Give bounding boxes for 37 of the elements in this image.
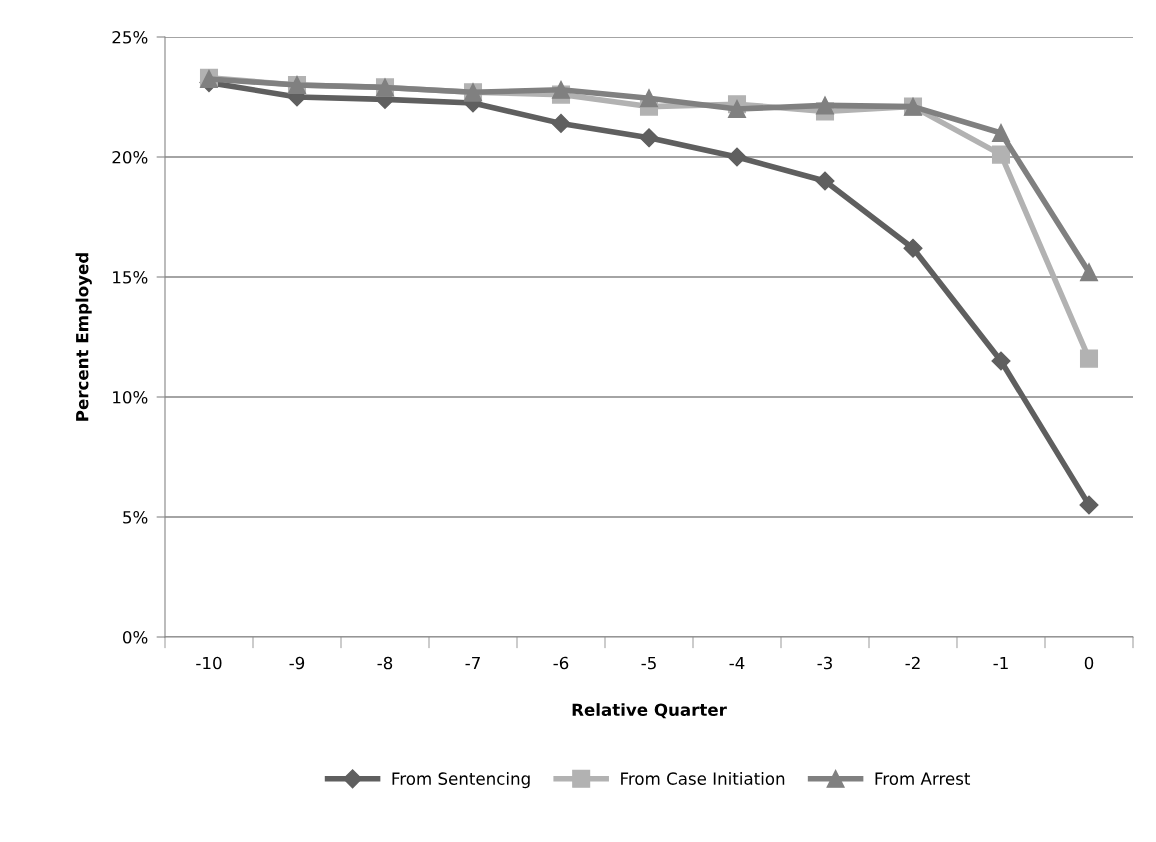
point <box>551 80 571 99</box>
point <box>815 96 835 115</box>
x-tick-label: -5 <box>641 656 656 670</box>
point <box>639 89 659 108</box>
point <box>551 113 571 133</box>
point <box>727 147 747 167</box>
point <box>727 99 747 119</box>
point <box>1079 263 1099 282</box>
x-tick-label: -8 <box>377 656 393 670</box>
x-tick-label: -4 <box>729 656 745 670</box>
point <box>903 238 923 258</box>
point <box>991 145 1011 164</box>
y-tick-label: 5% <box>123 510 148 524</box>
x-tick-label: -2 <box>905 656 920 670</box>
x-tick-label: -9 <box>289 656 305 670</box>
x-tick-label: 0 <box>1084 656 1094 670</box>
point <box>991 123 1011 143</box>
y-tick-label: 15% <box>113 270 148 284</box>
y-tick-label: 0% <box>122 630 148 644</box>
y-tick-label: 25% <box>112 30 148 44</box>
x-tick-label: -10 <box>196 656 222 670</box>
point <box>1079 349 1099 368</box>
legend-label: From Sentencing <box>392 772 530 789</box>
point <box>639 128 659 148</box>
legend-label: From Case Initiation <box>621 772 785 785</box>
point <box>1079 495 1099 515</box>
point <box>991 351 1011 371</box>
x-tick-label: -1 <box>993 656 1008 670</box>
point <box>815 171 835 191</box>
y-tick-label: 20% <box>112 150 148 164</box>
x-tick-label: -6 <box>553 656 569 670</box>
x-tick-label: -7 <box>465 656 480 670</box>
y-tick-label: 10% <box>113 390 148 404</box>
y-axis-title: Percent Employed <box>75 253 92 421</box>
x-tick-label: -3 <box>817 656 832 670</box>
legend-label: From Arrest <box>875 772 971 785</box>
x-axis-title: Relative Quarter <box>572 703 727 719</box>
